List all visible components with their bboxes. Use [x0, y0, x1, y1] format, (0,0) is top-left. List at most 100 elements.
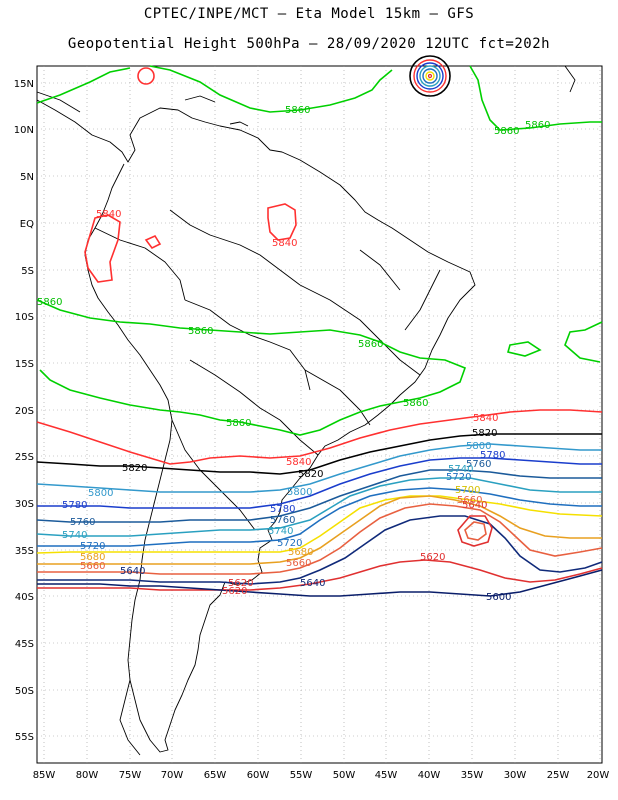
contour-label: 5760: [70, 517, 95, 528]
contour-5840-small: [144, 234, 162, 250]
contour-label: 5840: [272, 238, 297, 249]
title-line-2: Geopotential Height 500hPa – 28/09/2020 …: [67, 36, 551, 52]
contour-label: 5800: [287, 487, 312, 498]
contour-label: 5800: [88, 488, 113, 499]
lat-label-10s: 10S: [15, 312, 34, 323]
contour-5740: [36, 477, 602, 537]
contour-label: 5660: [286, 558, 311, 569]
lat-label-55s: 55S: [15, 732, 34, 743]
contour-5640-closed: [457, 515, 493, 547]
contour-5640: [37, 515, 603, 585]
lat-label-20s: 20S: [15, 406, 34, 417]
lon-label-30w: 30W: [504, 770, 527, 781]
contour-5600: [37, 569, 603, 597]
contour-label: 5720: [277, 538, 302, 549]
lon-label-35w: 35W: [461, 770, 484, 781]
contour-5820: [36, 433, 602, 475]
contour-label: 5840: [286, 457, 311, 468]
contour-label: 5680: [288, 547, 313, 558]
lon-label-40w: 40W: [418, 770, 441, 781]
contour-label: 5720: [446, 472, 471, 483]
contour-5620: [37, 559, 603, 591]
lon-label-60w: 60W: [247, 770, 270, 781]
contour-label: 5860: [358, 339, 383, 350]
longitude-labels: 85W 80W 75W 70W 65W 60W 55W 50W 45W 40W …: [33, 770, 610, 781]
contour-label: 5620: [222, 586, 247, 597]
latitude-labels: 15N 10N 5N EQ 5S 10S 15S 20S 25S 30S 35S…: [14, 79, 34, 743]
contour-5840-amazon: [267, 203, 297, 241]
contour-label: 5760: [466, 459, 491, 470]
lat-label-eq: EQ: [20, 219, 34, 230]
contour-5680: [37, 495, 602, 565]
contour-label: 5780: [270, 504, 295, 515]
lon-label-75w: 75W: [119, 770, 142, 781]
contour-5800: [36, 443, 602, 493]
lon-label-25w: 25W: [547, 770, 570, 781]
contour-5660-closed: [464, 521, 487, 541]
contour-label: 5840: [473, 413, 498, 424]
lat-label-10n: 10N: [14, 125, 34, 136]
contour-label: 5840: [96, 209, 121, 220]
lon-label-20w: 20W: [587, 770, 610, 781]
contour-5780: [37, 457, 602, 509]
contour-label: 5860: [285, 105, 310, 116]
plot-frame: [36, 65, 603, 764]
coastlines: [36, 65, 576, 756]
contour-lines: [36, 65, 603, 597]
lon-label-70w: 70W: [161, 770, 184, 781]
contour-label: 5860: [403, 398, 428, 409]
contour-label: 5860: [226, 418, 251, 429]
lat-label-25s: 25S: [15, 452, 34, 463]
lon-label-65w: 65W: [204, 770, 227, 781]
contour-label: 5760: [270, 515, 295, 526]
contour-label: 5860: [37, 297, 62, 308]
contour-label: 5820: [298, 469, 323, 480]
lat-label-15n: 15N: [14, 79, 34, 90]
contour-5840-main: [36, 409, 603, 465]
contour-label: 5820: [472, 428, 497, 439]
lat-label-45s: 45S: [15, 639, 34, 650]
contour-label: 5720: [80, 541, 105, 552]
lat-label-5n: 5N: [20, 172, 34, 183]
contour-label: 5800: [466, 441, 491, 452]
contour-label: 5640: [300, 578, 325, 589]
contour-5860-east: [564, 321, 603, 363]
contour-5840-caribbean: [137, 67, 155, 85]
contour-5720: [37, 487, 602, 547]
contour-5660: [37, 503, 603, 575]
lon-label-45w: 45W: [375, 770, 398, 781]
contour-5860-north: [36, 65, 602, 131]
lat-label-40s: 40S: [15, 592, 34, 603]
lat-label-50s: 50S: [15, 686, 34, 697]
contour-label: 5740: [62, 530, 87, 541]
contour-labels: 5860 5860 5860 5860 5860 5860 5860 5860 …: [37, 105, 550, 603]
lon-label-85w: 85W: [33, 770, 56, 781]
contour-label: 5860: [525, 120, 550, 131]
contour-label: 5660: [80, 561, 105, 572]
contour-label: 5740: [268, 526, 293, 537]
contour-label: 5620: [420, 552, 445, 563]
lat-label-15s: 15S: [15, 359, 34, 370]
contour-label: 5780: [480, 450, 505, 461]
lon-label-80w: 80W: [76, 770, 99, 781]
lon-label-55w: 55W: [290, 770, 313, 781]
contour-5860-south: [36, 299, 467, 436]
contour-label: 5620: [228, 578, 253, 589]
contour-label: 5640: [462, 500, 487, 511]
contour-5700: [36, 495, 603, 554]
title-line-1: CPTEC/INPE/MCT – Eta Model 15km – GFS: [143, 6, 475, 22]
cyclone-rings: [409, 55, 451, 97]
lat-label-35s: 35S: [15, 546, 34, 557]
contour-label: 5600: [486, 592, 511, 603]
contour-label: 5740: [448, 464, 473, 475]
lat-label-30s: 30S: [15, 499, 34, 510]
contour-5760: [36, 469, 602, 523]
contour-5860-island: [507, 341, 542, 357]
lat-label-5s: 5S: [21, 266, 34, 277]
lon-label-50w: 50W: [333, 770, 356, 781]
contour-label: 5660: [457, 495, 482, 506]
contour-label: 5780: [62, 500, 87, 511]
graticule: [37, 66, 602, 763]
contour-5840-north: [84, 214, 121, 283]
